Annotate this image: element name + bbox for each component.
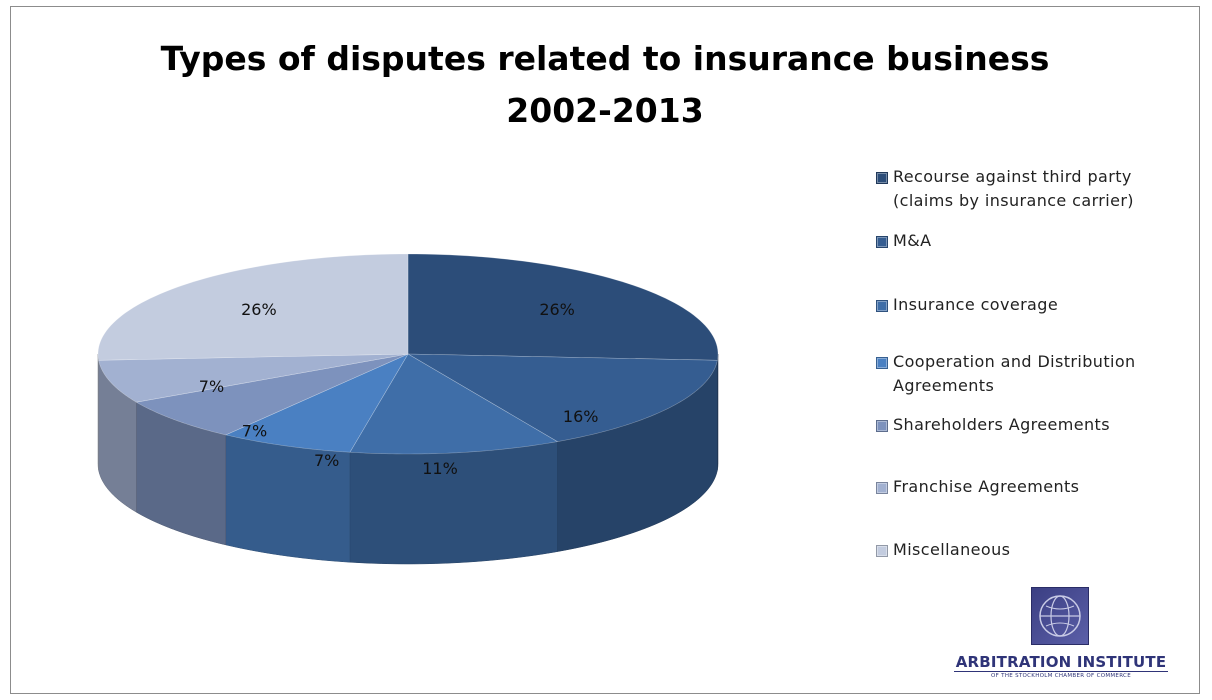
legend-label-1: M&A xyxy=(893,231,932,250)
data-label-3: 7% xyxy=(314,451,339,470)
pie-slice-4 xyxy=(135,353,409,436)
arbitration-institute-logo: ARBITRATION INSTITUTE OF THE STOCKHOLM C… xyxy=(946,587,1176,687)
legend-swatch-1 xyxy=(876,236,888,248)
chart-title-line2: 2002-2013 xyxy=(506,91,704,130)
pie-side-walls xyxy=(97,354,719,565)
data-label-1: 16% xyxy=(563,407,599,426)
legend-item-3: Cooperation and Distribution Agreements xyxy=(876,350,1136,398)
chart-title: Types of disputes related to insurance b… xyxy=(11,33,1199,137)
logo-name: ARBITRATION INSTITUTE xyxy=(955,653,1167,671)
pie-slice-5 xyxy=(98,353,409,403)
legend-label-2: Insurance coverage xyxy=(893,295,1059,314)
legend-label-4: Shareholders Agreements xyxy=(893,415,1110,434)
data-label-5: 7% xyxy=(199,377,224,396)
legend-swatch-5 xyxy=(876,482,888,494)
legend-item-4: Shareholders Agreements xyxy=(876,413,1110,437)
globe-icon xyxy=(1031,587,1089,645)
pie-slice-3 xyxy=(224,353,409,453)
logo-subtitle: OF THE STOCKHOLM CHAMBER OF COMMERCE xyxy=(991,673,1131,679)
legend-swatch-4 xyxy=(876,420,888,432)
legend-swatch-6 xyxy=(876,545,888,557)
legend-item-5: Franchise Agreements xyxy=(876,475,1079,499)
logo-divider xyxy=(954,671,1168,672)
legend-label-6: Miscellaneous xyxy=(893,540,1011,559)
legend-item-2: Insurance coverage xyxy=(876,293,1058,317)
pie-slice-1 xyxy=(406,353,718,442)
pie-slice-0 xyxy=(407,253,719,361)
data-label-0: 26% xyxy=(539,300,575,319)
pie-top xyxy=(97,253,719,455)
legend-item-0: Recourse against third party (claims by … xyxy=(876,165,1134,213)
pie-data-labels: 26% 16% 11% 7% 7% 7% 26% xyxy=(199,300,599,478)
legend-label-0: Recourse against third party (claims by … xyxy=(893,167,1134,210)
chart-frame: Types of disputes related to insurance b… xyxy=(10,6,1200,694)
legend-swatch-0 xyxy=(876,172,888,184)
legend-swatch-3 xyxy=(876,357,888,369)
legend-label-3: Cooperation and Distribution Agreements xyxy=(893,352,1136,395)
pie-slice-2 xyxy=(349,353,559,455)
legend-swatch-2 xyxy=(876,300,888,312)
legend-item-1: M&A xyxy=(876,229,931,253)
data-label-6: 26% xyxy=(241,300,277,319)
legend-item-6: Miscellaneous xyxy=(876,538,1010,562)
data-label-2: 11% xyxy=(422,459,458,478)
legend-label-5: Franchise Agreements xyxy=(893,477,1080,496)
pie-slice-6 xyxy=(97,253,409,361)
pie-side-6 xyxy=(97,354,99,471)
chart-title-line1: Types of disputes related to insurance b… xyxy=(160,39,1050,78)
pie-chart: 26% 16% 11% 7% 7% 7% 26% xyxy=(97,253,719,565)
data-label-4: 7% xyxy=(242,421,267,440)
